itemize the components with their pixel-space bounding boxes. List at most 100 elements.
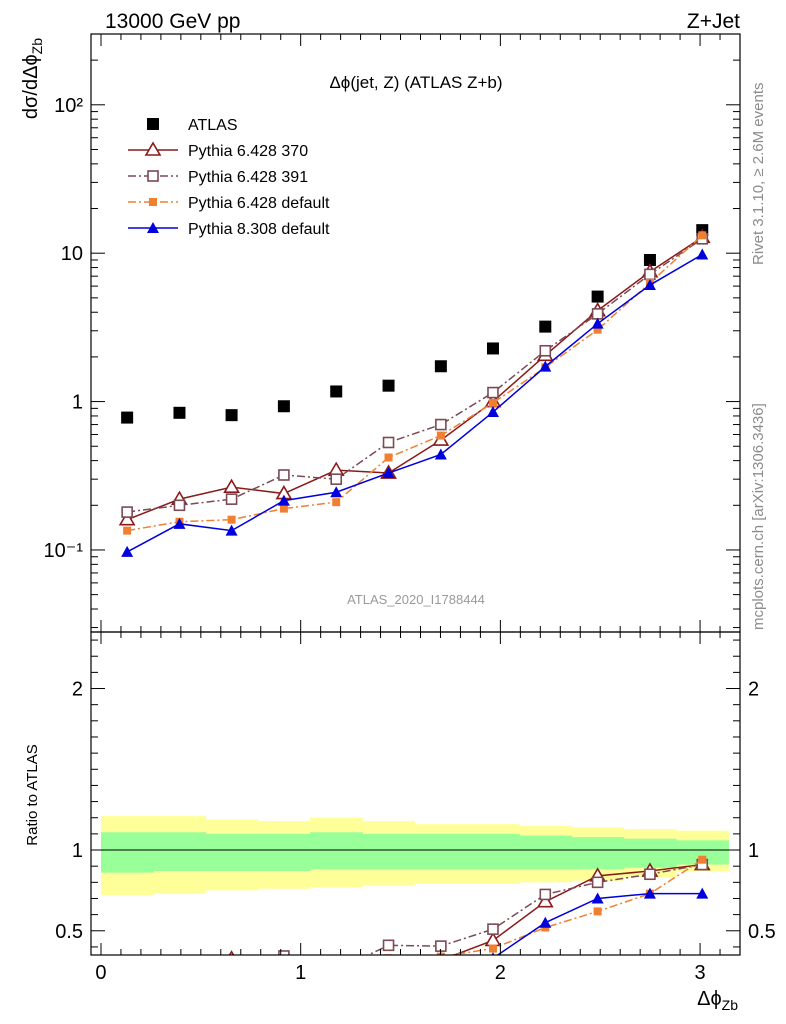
- inner-band-bin: [100, 832, 154, 873]
- data-point-1-7: [487, 923, 499, 935]
- data-point-2-5: [382, 436, 395, 449]
- main-title: Δϕ(jet, Z) (ATLAS Z+b): [329, 73, 502, 92]
- series-line-3: [127, 234, 703, 532]
- data-point-0-5: [382, 963, 396, 975]
- series-line-3: [496, 892, 703, 955]
- data-point-0-2: [225, 409, 238, 422]
- data-point-0-0: [121, 411, 134, 424]
- data-point-0-8: [536, 893, 554, 908]
- data-point-4-6: [434, 448, 447, 460]
- data-point-2-0: [123, 980, 131, 988]
- data-point-4-8: [539, 360, 552, 372]
- data-point-3-7: [491, 952, 495, 955]
- data-point-3-9: [593, 325, 602, 334]
- data-point-4-11: [696, 248, 709, 260]
- data-point-2-9: [591, 308, 604, 320]
- inner-band-bin: [362, 833, 416, 870]
- data-point-2-9: [593, 907, 602, 916]
- data-point-3-6: [436, 431, 445, 440]
- data-point-legend-1: [144, 141, 162, 156]
- data-point-0-1: [172, 963, 186, 975]
- data-point-0-3: [277, 400, 290, 413]
- data-point-2-6: [435, 418, 447, 431]
- data-point-3-11: [698, 231, 707, 240]
- ratio-y-axis-label: Ratio to ATLAS: [24, 744, 41, 845]
- rivet-version-label: Rivet 3.1.10, ≥ 2.6M events: [750, 83, 767, 266]
- data-point-3-0: [121, 985, 133, 996]
- data-point-1-2: [227, 963, 237, 973]
- x-tick-label: 2: [495, 962, 506, 984]
- data-point-2-4: [330, 473, 343, 485]
- data-point-1-10: [644, 868, 656, 881]
- legend-label-2: Pythia 6.428 391: [188, 169, 308, 186]
- x-tick-label: 3: [694, 962, 705, 984]
- x-tick-label: 1: [295, 962, 306, 984]
- data-point-0-10: [643, 253, 656, 266]
- main-panel: 10⁻¹ 1 10 10²: [44, 33, 741, 633]
- y-tick-label: 1: [72, 840, 83, 862]
- data-point-0-3: [277, 963, 291, 975]
- data-point-4-9: [591, 317, 604, 329]
- data-point-4-1: [173, 517, 186, 529]
- data-point-0-4: [329, 957, 343, 969]
- main-y-axis-label: dσ/dΔϕZb: [20, 38, 45, 119]
- mcplots-source-label: mcplots.cern.ch [arXiv:1306.3436]: [750, 403, 767, 630]
- data-point-1-4: [327, 461, 345, 476]
- y-tick-label-right: 0.5: [748, 921, 776, 943]
- legend: ATLAS Pythia 6.428 370 Pythia 6.428 391 Pyt…: [128, 117, 330, 238]
- data-point-2-10: [644, 268, 656, 281]
- uncertainty-bands: [100, 816, 729, 896]
- data-point-3-2: [226, 979, 238, 990]
- series-line-4: [126, 253, 703, 553]
- legend-label-3: Pythia 6.428 default: [188, 195, 330, 212]
- data-point-legend-4: [147, 222, 159, 233]
- data-point-2-4: [332, 978, 340, 986]
- series-group: [118, 224, 711, 557]
- data-point-legend-2: [147, 170, 159, 182]
- data-point-3-5: [384, 453, 393, 462]
- series-line-2: [127, 238, 703, 513]
- series-line-1: [366, 863, 703, 955]
- inner-band-bin: [153, 832, 207, 872]
- data-point-4-7: [486, 406, 499, 418]
- data-point-0-7: [486, 342, 499, 355]
- data-point-3-0: [123, 526, 132, 535]
- data-point-4-10: [643, 279, 656, 291]
- data-point-3-3: [279, 504, 288, 513]
- y-tick-label: 0.5: [55, 921, 83, 943]
- y-tick-label: 10⁻¹: [44, 540, 84, 562]
- data-point-4-3: [277, 494, 290, 506]
- data-point-3-4: [332, 498, 341, 507]
- data-point-3-1: [173, 977, 185, 988]
- data-point-0-4: [330, 385, 343, 398]
- series-line-0: [452, 863, 703, 955]
- data-point-2-2: [228, 976, 236, 984]
- inner-band-bin: [257, 833, 311, 872]
- data-point-1-9: [591, 876, 604, 889]
- data-point-0-2: [228, 950, 235, 955]
- data-point-2-8: [539, 344, 552, 357]
- y-tick-label: 10: [61, 243, 83, 265]
- data-point-2-3: [278, 469, 290, 481]
- y-tick-label-right: 2: [748, 679, 759, 701]
- ratio-panel: 0 1 2 3 0.5 0.5 1 1 2 2: [55, 631, 776, 996]
- data-point-3-5: [383, 964, 395, 975]
- data-point-2-3: [280, 975, 288, 983]
- data-point-1-3: [278, 950, 290, 955]
- legend-label-4: Pythia 8.308 default: [188, 221, 330, 238]
- analysis-watermark: ATLAS_2020_I1788444: [347, 592, 485, 607]
- data-point-legend-0: [147, 118, 159, 130]
- series-group: [121, 855, 711, 996]
- header-right: Z+Jet: [687, 10, 740, 33]
- panel-frame: [90, 631, 741, 956]
- inner-band-bin: [205, 833, 259, 872]
- data-point-0-6: [434, 360, 447, 373]
- inner-band-bin: [519, 835, 572, 870]
- data-point-0-1: [173, 406, 186, 419]
- data-point-3-6: [435, 965, 447, 976]
- data-point-0-5: [382, 379, 395, 392]
- data-point-2-1: [173, 499, 186, 512]
- data-point-0-9: [591, 290, 604, 303]
- x-axis-label: ΔϕZb: [697, 988, 738, 1013]
